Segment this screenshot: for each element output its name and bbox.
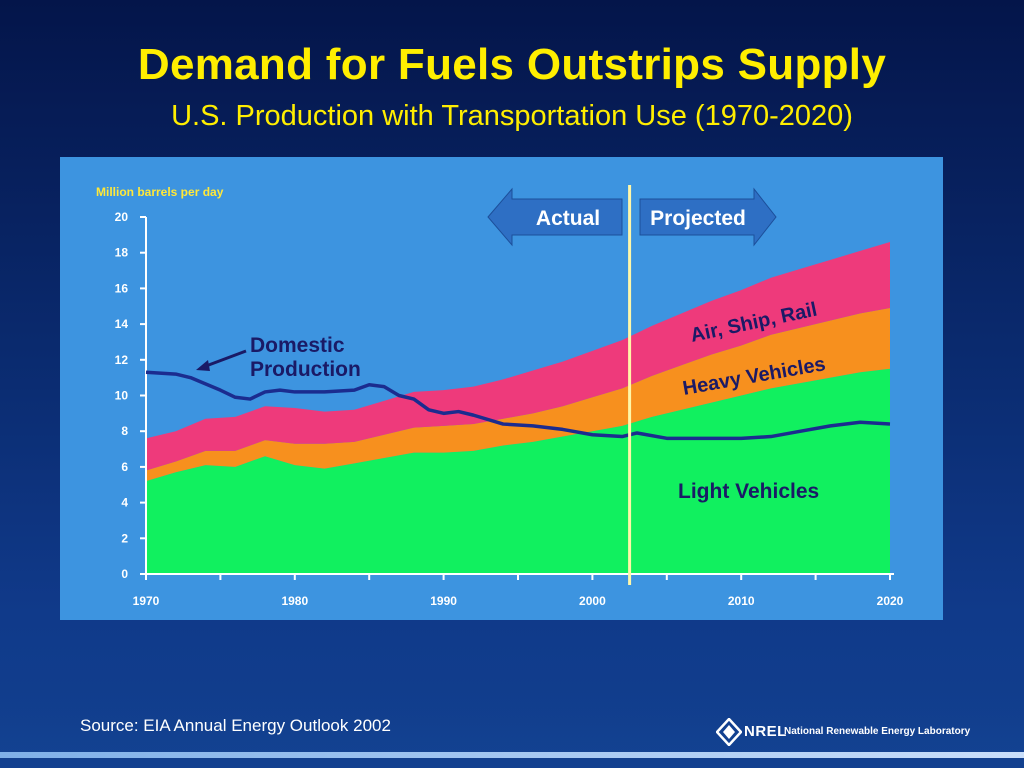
logo-brand: NREL bbox=[744, 723, 787, 740]
slide-title: Demand for Fuels Outstrips Supply bbox=[137, 40, 887, 89]
y-tick-label: 0 bbox=[121, 567, 128, 581]
actual-arrow: Actual bbox=[487, 187, 623, 247]
y-tick-label: 20 bbox=[115, 210, 129, 224]
logo-name: National Renewable Energy Laboratory bbox=[784, 726, 971, 737]
y-tick-label: 12 bbox=[115, 353, 129, 367]
projected-label: Projected bbox=[650, 207, 746, 230]
series-label-light-vehicles: Light Vehicles bbox=[678, 480, 819, 503]
y-tick-label: 14 bbox=[115, 317, 129, 331]
fuel-demand-chart: Million barrels per day 0 2 4 6 8 10 12 14 16 18 2… bbox=[96, 185, 904, 608]
area-air-ship-rail bbox=[146, 241, 890, 471]
y-tick-label: 10 bbox=[115, 389, 129, 403]
source-note: Source: EIA Annual Energy Outlook 2002 bbox=[80, 716, 391, 735]
domestic-pointer-arrow bbox=[196, 349, 247, 371]
nrel-emblem-icon bbox=[715, 717, 743, 747]
area-light-vehicles bbox=[146, 368, 890, 574]
x-tick-label: 2010 bbox=[728, 594, 755, 608]
x-tick-label: 1980 bbox=[281, 594, 308, 608]
series-label-domestic-line2: Production bbox=[250, 358, 361, 381]
area-layers bbox=[146, 241, 890, 574]
x-tick-label: 2020 bbox=[877, 594, 904, 608]
x-tick-label: 1970 bbox=[133, 594, 160, 608]
domestic-production-layer bbox=[145, 185, 891, 585]
x-tick-label: 2000 bbox=[579, 594, 606, 608]
y-tick-label: 6 bbox=[121, 460, 128, 474]
nrel-logo: NREL National Renewable Energy Laborator… bbox=[715, 717, 976, 747]
area-heavy-vehicles bbox=[146, 308, 890, 482]
chart-panel: Million barrels per day 0 2 4 6 8 10 12 14 16 18 2… bbox=[60, 157, 943, 620]
footer-band bbox=[0, 706, 1024, 752]
actual-label: Actual bbox=[536, 207, 600, 230]
domestic-production-line bbox=[145, 370, 891, 441]
series-label-domestic-line1: Domestic bbox=[250, 334, 345, 357]
y-tick-label: 8 bbox=[121, 424, 128, 438]
y-axis-label: Million barrels per day bbox=[96, 185, 224, 199]
slide-subtitle: U.S. Production with Transportation Use … bbox=[171, 100, 853, 132]
y-tick-label: 2 bbox=[121, 531, 128, 545]
footer-line bbox=[0, 752, 1024, 758]
y-tick-label: 4 bbox=[121, 496, 128, 510]
axes: 0 2 4 6 8 10 12 14 16 18 20 1970 1980 1990 2000 2010 202… bbox=[115, 210, 904, 608]
y-tick-label: 16 bbox=[115, 281, 129, 295]
x-tick-label: 1990 bbox=[430, 594, 457, 608]
y-tick-label: 18 bbox=[115, 246, 129, 260]
projected-arrow: Projected bbox=[639, 187, 777, 247]
